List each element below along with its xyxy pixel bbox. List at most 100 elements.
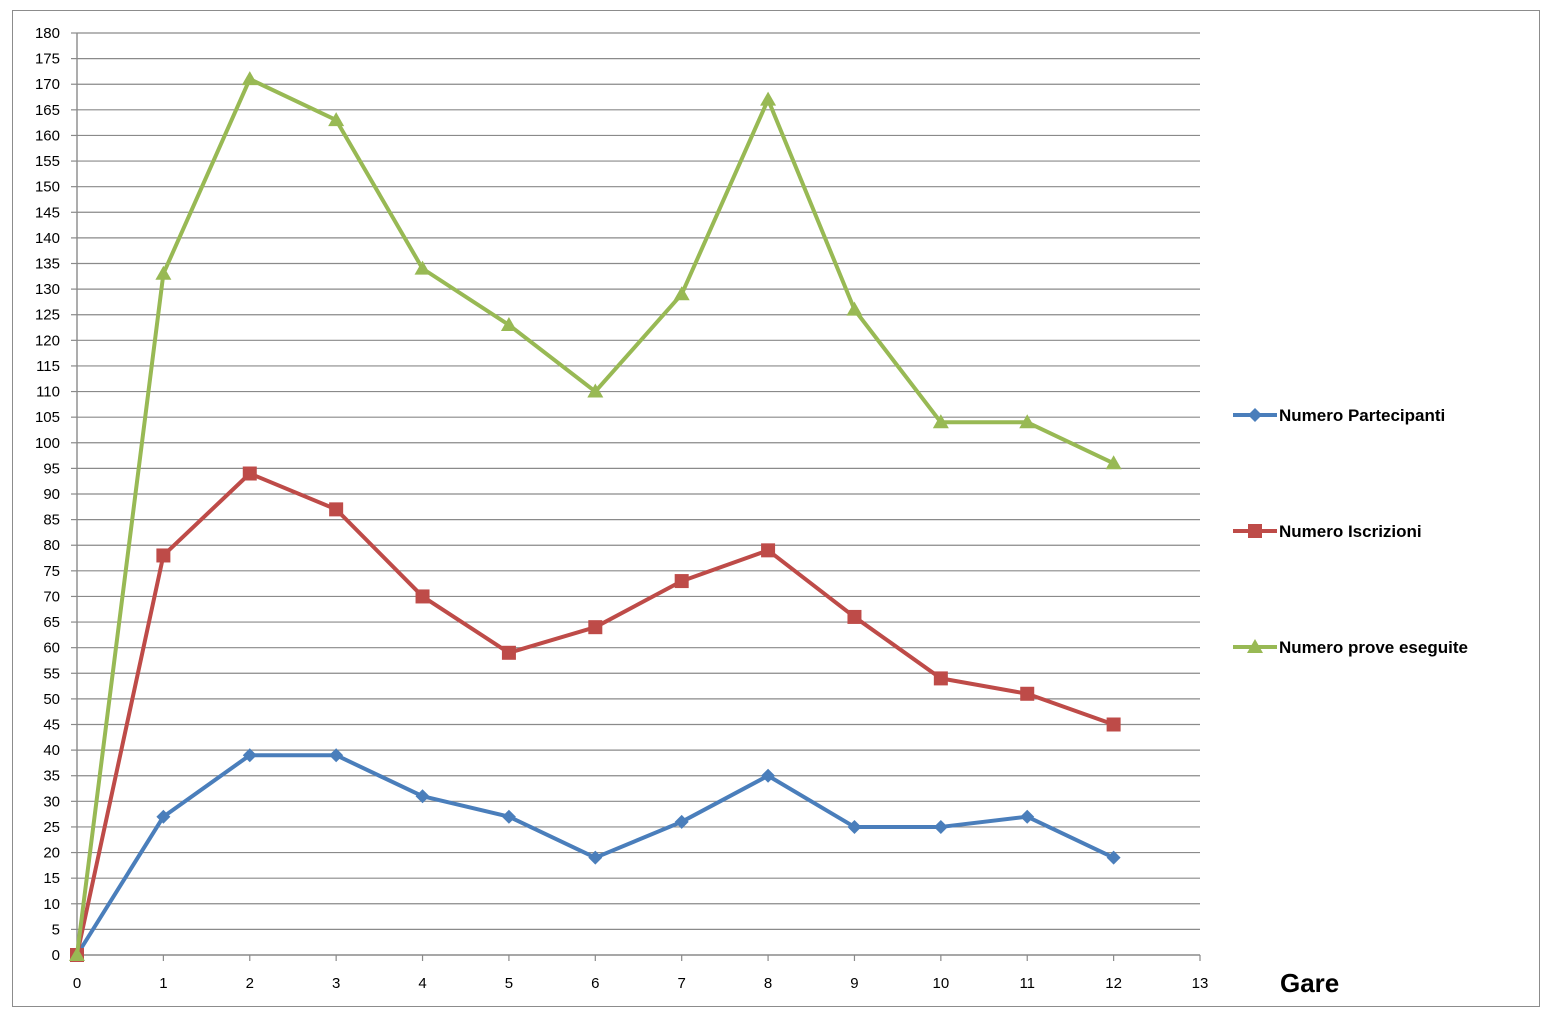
x-tick-label: 6 xyxy=(591,975,599,992)
x-tick-label: 8 xyxy=(764,975,772,992)
data-point xyxy=(241,71,258,86)
y-tick-label: 15 xyxy=(43,870,60,887)
y-tick-label: 165 xyxy=(35,102,60,119)
data-point xyxy=(500,316,517,331)
y-tick-label: 155 xyxy=(35,153,60,170)
y-tick-label: 180 xyxy=(35,25,60,42)
data-point xyxy=(760,91,777,106)
data-point xyxy=(588,850,603,865)
data-point xyxy=(501,645,516,660)
x-tick-label: 5 xyxy=(505,975,513,992)
legend-marker xyxy=(1248,408,1262,422)
data-point xyxy=(242,748,257,763)
y-tick-label: 20 xyxy=(43,845,60,862)
data-point xyxy=(1020,809,1035,824)
y-tick-label: 70 xyxy=(43,588,60,605)
data-point xyxy=(156,809,171,824)
legend-entry: Numero Partecipanti xyxy=(1279,406,1445,425)
data-point xyxy=(329,748,344,763)
y-tick-label: 120 xyxy=(35,332,60,349)
legend-marker xyxy=(1248,524,1262,538)
data-point xyxy=(1020,686,1035,701)
data-point xyxy=(328,112,345,127)
x-tick-label: 7 xyxy=(678,975,686,992)
data-point xyxy=(761,543,776,558)
data-point xyxy=(415,589,430,604)
x-tick-label: 4 xyxy=(418,975,426,992)
legend-marker xyxy=(1247,639,1263,653)
data-point xyxy=(501,809,516,824)
data-point xyxy=(846,301,863,316)
y-tick-label: 105 xyxy=(35,409,60,426)
y-tick-label: 85 xyxy=(43,512,60,529)
data-point xyxy=(761,768,776,783)
y-tick-label: 175 xyxy=(35,51,60,68)
x-tick-label: 0 xyxy=(73,975,81,992)
data-point xyxy=(588,620,603,635)
data-point xyxy=(674,814,689,829)
x-tick-label: 1 xyxy=(159,975,167,992)
data-point xyxy=(69,947,85,961)
legend: Numero Partecipanti Numero Iscrizioni Nume… xyxy=(1233,406,1468,657)
y-tick-label: 150 xyxy=(35,179,60,196)
y-tick-label: 95 xyxy=(43,460,60,477)
y-tick-label: 75 xyxy=(43,563,60,580)
y-tick-label: 135 xyxy=(35,256,60,273)
data-point xyxy=(1106,850,1121,865)
x-tick-labels: 0 1 2 3 4 5 6 7 8 9 10 11 12 13 xyxy=(73,975,1209,992)
y-tick-label: 160 xyxy=(35,127,60,144)
x-axis-label: Gare xyxy=(1280,968,1339,998)
x-tick-label: 3 xyxy=(332,975,340,992)
y-tick-label: 130 xyxy=(35,281,60,298)
data-point xyxy=(847,819,862,834)
y-tick-label: 100 xyxy=(35,435,60,452)
y-tick-label: 55 xyxy=(43,665,60,682)
y-tick-label: 25 xyxy=(43,819,60,836)
x-tick-label: 12 xyxy=(1105,975,1122,992)
data-point xyxy=(155,265,172,280)
axes xyxy=(71,32,1201,961)
y-tick-label: 110 xyxy=(36,384,60,401)
data-point xyxy=(1019,414,1036,429)
y-tick-label: 125 xyxy=(35,307,60,324)
y-tick-label: 5 xyxy=(52,921,60,938)
y-tick-label: 40 xyxy=(43,742,60,759)
data-point xyxy=(414,260,431,275)
gridlines xyxy=(77,32,1200,930)
data-point xyxy=(674,574,689,589)
y-tick-label: 145 xyxy=(35,204,60,221)
chart-frame xyxy=(12,10,1540,1007)
legend-entry: Numero Iscrizioni xyxy=(1279,522,1422,541)
data-point xyxy=(587,383,604,398)
y-tick-label: 65 xyxy=(43,614,60,631)
y-tick-label: 80 xyxy=(43,537,60,554)
x-tick-label: 9 xyxy=(850,975,858,992)
y-tick-label: 45 xyxy=(43,717,60,734)
y-tick-label: 10 xyxy=(43,896,60,913)
series-lines xyxy=(69,71,1122,962)
x-tick-label: 10 xyxy=(933,975,950,992)
data-point xyxy=(933,671,948,686)
data-point xyxy=(932,414,949,429)
legend-entry: Numero prove eseguite xyxy=(1279,638,1468,657)
data-point xyxy=(242,466,257,481)
y-tick-labels: 0 5 10 15 20 25 30 35 40 45 50 55 60 65 70 75 80 85 90 95 10… xyxy=(35,25,60,964)
data-point xyxy=(1106,717,1121,732)
y-tick-label: 60 xyxy=(43,640,60,657)
y-tick-label: 140 xyxy=(35,230,60,247)
data-point xyxy=(156,548,171,563)
data-point xyxy=(673,286,690,301)
y-tick-label: 0 xyxy=(52,947,60,964)
y-tick-label: 35 xyxy=(43,768,60,785)
y-tick-label: 90 xyxy=(43,486,60,503)
x-tick-label: 13 xyxy=(1192,975,1209,992)
x-tick-label: 11 xyxy=(1019,975,1035,992)
data-point xyxy=(847,609,862,624)
data-point xyxy=(415,789,430,804)
x-tick-label: 2 xyxy=(246,975,254,992)
y-tick-label: 50 xyxy=(43,691,60,708)
y-tick-label: 170 xyxy=(35,76,60,93)
data-point xyxy=(933,819,948,834)
y-tick-label: 115 xyxy=(36,358,60,375)
